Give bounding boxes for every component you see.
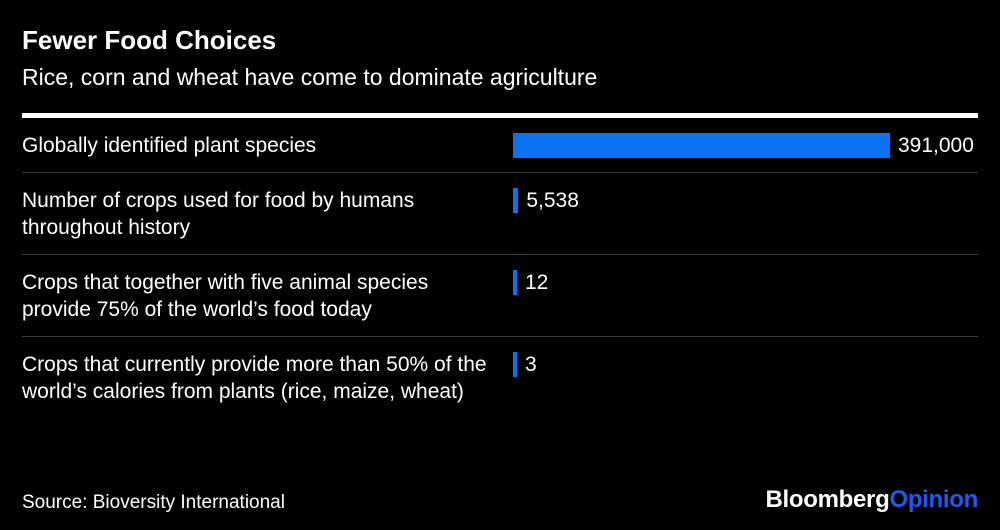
chart-row: Number of crops used for food by humans … — [22, 172, 978, 254]
row-label: Crops that currently provide more than 5… — [22, 353, 487, 404]
row-label: Crops that together with five animal spe… — [22, 271, 429, 322]
brand-name: Bloomberg — [765, 486, 890, 513]
chart-header: Fewer Food Choices Rice, corn and wheat … — [22, 0, 978, 91]
bar-value-label: 391,000 — [898, 134, 974, 158]
row-bar-area: 391,000 — [513, 132, 978, 159]
row-bar-area: 12 — [513, 269, 978, 296]
bar — [513, 352, 517, 378]
bar-value-label: 5,538 — [526, 189, 579, 213]
row-label: Globally identified plant species — [22, 134, 317, 158]
chart-rows: Globally identified plant species 391,00… — [22, 118, 978, 486]
brand-suffix: Opinion — [889, 486, 978, 513]
bar — [513, 188, 519, 214]
bar — [513, 270, 517, 296]
chart-title: Fewer Food Choices — [22, 25, 277, 55]
source-note: Source: Bioversity International — [22, 492, 285, 513]
chart-footer: Source: Bioversity International Bloombe… — [22, 486, 978, 530]
row-label: Number of crops used for food by humans … — [22, 189, 415, 240]
row-bar-area: 5,538 — [513, 187, 978, 214]
header-divider-rule — [22, 113, 978, 119]
chart-subtitle: Rice, corn and wheat have come to domina… — [22, 63, 598, 90]
bar — [513, 133, 890, 159]
bar-value-label: 3 — [525, 353, 537, 377]
chart-row: Crops that currently provide more than 5… — [22, 336, 978, 418]
bar-value-label: 12 — [525, 271, 549, 295]
bloomberg-opinion-logo: BloombergOpinion — [765, 486, 978, 514]
chart-row: Globally identified plant species 391,00… — [22, 118, 978, 172]
row-bar-area: 3 — [513, 351, 978, 378]
chart-row: Crops that together with five animal spe… — [22, 254, 978, 336]
